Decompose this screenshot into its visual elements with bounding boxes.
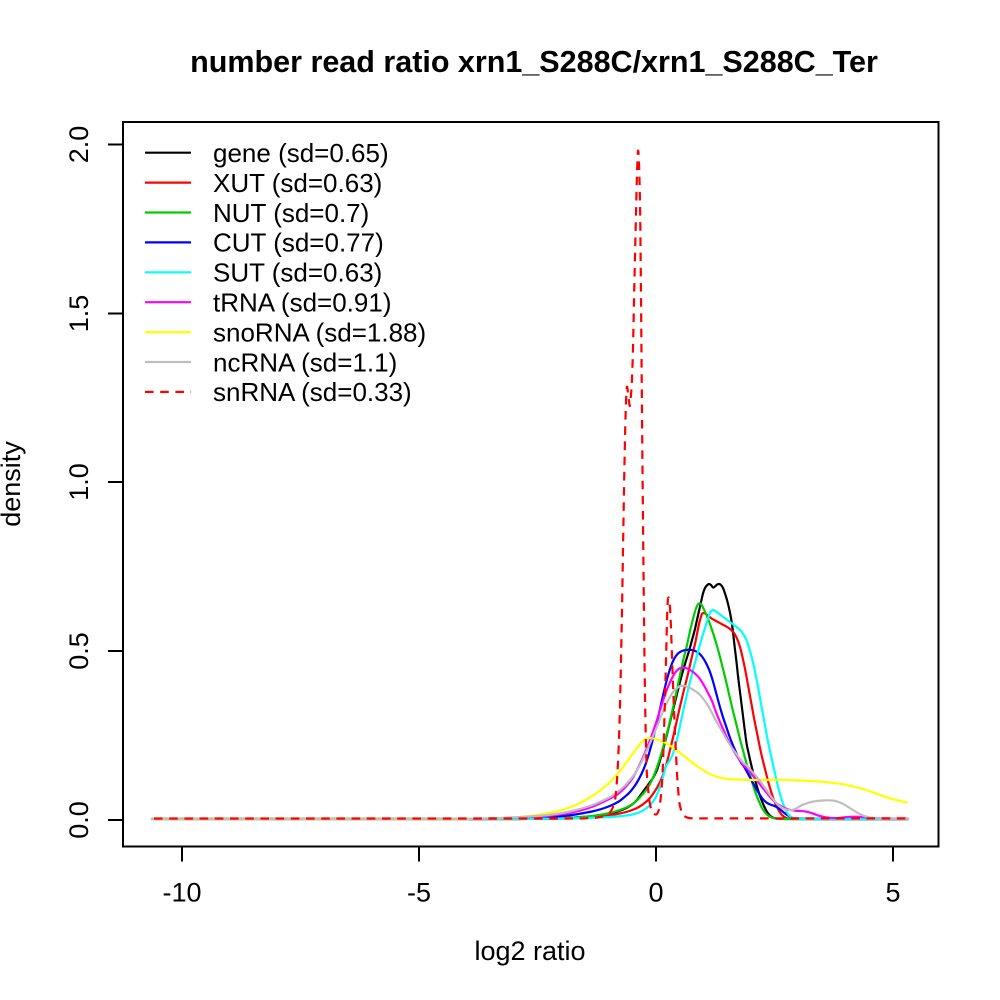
svg-text:-10: -10 [162,878,201,908]
svg-text:snRNA (sd=0.33): snRNA (sd=0.33) [213,377,412,407]
svg-text:0.0: 0.0 [64,801,94,839]
svg-text:5: 5 [885,878,900,908]
svg-text:NUT (sd=0.7): NUT (sd=0.7) [213,198,369,228]
svg-text:gene (sd=0.65): gene (sd=0.65) [213,138,389,168]
svg-text:log2 ratio: log2 ratio [474,936,585,966]
svg-text:snoRNA (sd=1.88): snoRNA (sd=1.88) [213,317,426,347]
svg-text:-5: -5 [407,878,431,908]
svg-text:CUT (sd=0.77): CUT (sd=0.77) [213,228,384,258]
svg-text:SUT (sd=0.63): SUT (sd=0.63) [213,258,382,288]
svg-text:1.5: 1.5 [64,295,94,333]
svg-text:tRNA (sd=0.91): tRNA (sd=0.91) [213,288,391,318]
svg-text:density: density [0,441,26,527]
svg-text:1.0: 1.0 [64,463,94,501]
svg-text:2.0: 2.0 [64,126,94,164]
svg-text:ncRNA (sd=1.1): ncRNA (sd=1.1) [213,347,397,377]
svg-text:0: 0 [648,878,663,908]
svg-text:number read ratio xrn1_S288C/x: number read ratio xrn1_S288C/xrn1_S288C_… [190,45,878,79]
svg-text:0.5: 0.5 [64,632,94,670]
svg-text:XUT (sd=0.63): XUT (sd=0.63) [213,168,382,198]
